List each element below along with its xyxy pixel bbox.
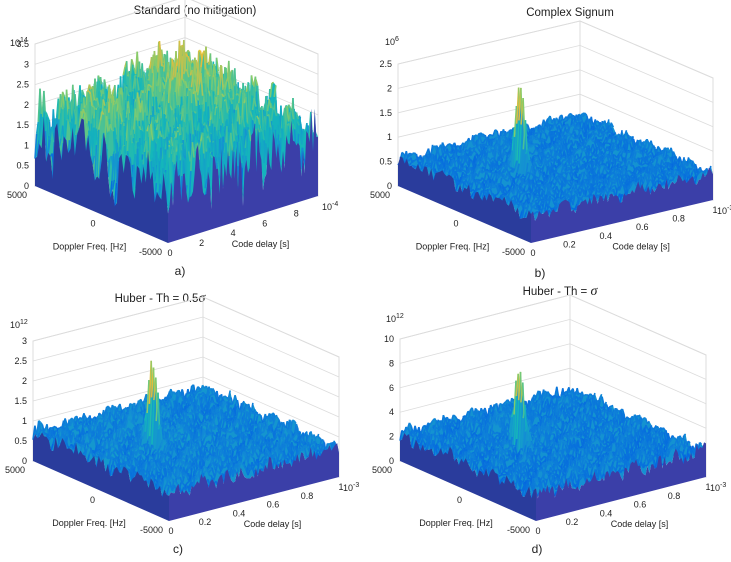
z-gridline — [34, 16, 319, 75]
surface-ridge — [45, 116, 50, 137]
surface-ridge — [34, 133, 38, 159]
panel-caption: a) — [175, 264, 186, 278]
surface-ridge — [43, 116, 47, 132]
surface-ridge — [122, 144, 126, 147]
surface-ridge — [81, 89, 85, 96]
z-gridline — [34, 37, 319, 95]
surface-ridge — [159, 47, 163, 67]
surface-ridge — [187, 49, 190, 53]
surface-ridge — [43, 110, 47, 114]
surface-ridge — [271, 81, 274, 84]
z-gridline — [34, 0, 319, 55]
surface-ridge — [61, 91, 66, 109]
surface-plot — [34, 40, 318, 243]
surface-ridge — [130, 58, 135, 66]
panel-a: Standard (no mitigation) a) 00.511.522.5… — [7, 0, 338, 278]
surface-ridge — [44, 131, 48, 162]
surface-ridge — [184, 68, 188, 72]
surface-ridge — [160, 49, 165, 66]
surface-ridge — [136, 78, 140, 91]
surface-ridge — [59, 107, 63, 137]
surface-ridge — [69, 112, 73, 119]
surface-ridge — [272, 107, 276, 111]
surface-ridge — [50, 126, 55, 133]
surface-ridge — [49, 126, 53, 140]
surface-ridge — [60, 106, 64, 110]
surface-ridge — [35, 121, 40, 135]
surface-ridge — [47, 116, 51, 122]
surface-ridge — [208, 74, 211, 77]
surface-ridge — [45, 112, 49, 118]
surface-ridge — [139, 159, 143, 163]
surface-ridge — [103, 79, 107, 89]
surface-ridge — [147, 83, 151, 87]
surface-ridge — [68, 100, 71, 104]
surface-ridge — [91, 105, 95, 108]
surface-ridge — [39, 88, 43, 118]
surface-ridge — [111, 129, 115, 132]
surface-ridge — [122, 66, 126, 76]
surface-ridge — [47, 139, 51, 154]
